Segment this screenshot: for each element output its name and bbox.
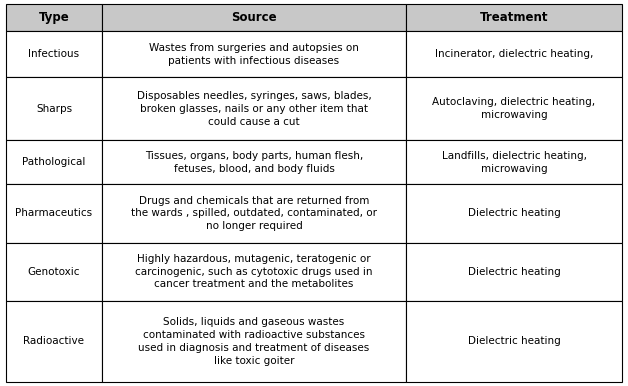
Bar — [406, 77, 622, 140]
Text: Autoclaving, dielectric heating,
microwaving: Autoclaving, dielectric heating, microwa… — [433, 97, 595, 120]
Text: Pharmaceutics: Pharmaceutics — [16, 208, 92, 218]
Bar — [102, 77, 406, 140]
Text: Tissues, organs, body parts, human flesh,
fetuses, blood, and body fluids: Tissues, organs, body parts, human flesh… — [145, 151, 363, 174]
Text: Dielectric heating: Dielectric heating — [468, 208, 560, 218]
Bar — [6, 301, 102, 382]
Text: Highly hazardous, mutagenic, teratogenic or
carcinogenic, such as cytotoxic drug: Highly hazardous, mutagenic, teratogenic… — [135, 254, 373, 290]
Bar — [6, 140, 102, 185]
Text: Type: Type — [38, 11, 69, 24]
Text: Dielectric heating: Dielectric heating — [468, 337, 560, 346]
Bar — [406, 242, 622, 301]
Bar — [406, 31, 622, 77]
Bar — [406, 301, 622, 382]
Text: Infectious: Infectious — [28, 49, 80, 59]
Bar — [102, 301, 406, 382]
Bar — [6, 185, 102, 242]
Text: Incinerator, dielectric heating,: Incinerator, dielectric heating, — [435, 49, 593, 59]
Text: Disposables needles, syringes, saws, blades,
broken glasses, nails or any other : Disposables needles, syringes, saws, bla… — [137, 91, 371, 127]
Text: Source: Source — [231, 11, 277, 24]
Text: Dielectric heating: Dielectric heating — [468, 267, 560, 277]
Bar — [102, 140, 406, 185]
Text: Wastes from surgeries and autopsies on
patients with infectious diseases: Wastes from surgeries and autopsies on p… — [149, 43, 359, 66]
Bar — [406, 185, 622, 242]
Bar — [102, 4, 406, 31]
Bar — [102, 31, 406, 77]
Bar — [6, 242, 102, 301]
Text: Genotoxic: Genotoxic — [28, 267, 80, 277]
Text: Treatment: Treatment — [480, 11, 548, 24]
Text: Solids, liquids and gaseous wastes
contaminated with radioactive substances
used: Solids, liquids and gaseous wastes conta… — [138, 317, 370, 366]
Text: Sharps: Sharps — [36, 104, 72, 114]
Bar — [102, 185, 406, 242]
Text: Radioactive: Radioactive — [23, 337, 85, 346]
Text: Drugs and chemicals that are returned from
the wards , spilled, outdated, contam: Drugs and chemicals that are returned fr… — [131, 196, 377, 231]
Text: Pathological: Pathological — [22, 157, 85, 167]
Bar — [6, 77, 102, 140]
Bar — [406, 4, 622, 31]
Bar — [6, 31, 102, 77]
Bar — [102, 242, 406, 301]
Bar — [406, 140, 622, 185]
Text: Landfills, dielectric heating,
microwaving: Landfills, dielectric heating, microwavi… — [441, 151, 587, 174]
Bar — [6, 4, 102, 31]
